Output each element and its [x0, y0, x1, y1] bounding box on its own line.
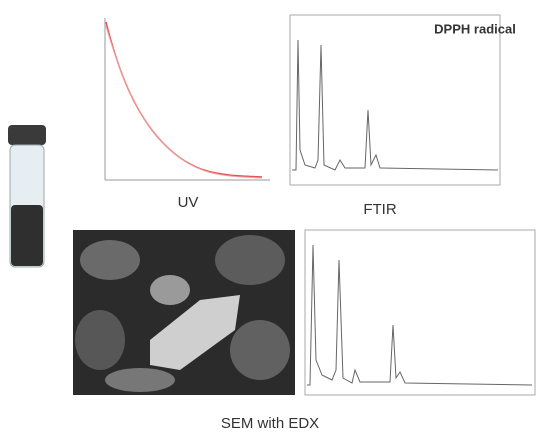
sem-particle [75, 310, 125, 370]
vial-cap [8, 125, 46, 145]
sem-crystal [150, 295, 240, 370]
sem-particle [80, 240, 140, 280]
ftir-label: FTIR [363, 201, 396, 218]
edx-trace [307, 244, 533, 386]
uv-plot [104, 18, 270, 181]
sem-particle [105, 368, 175, 392]
ftir-frame [289, 14, 501, 186]
uv-curve [105, 21, 263, 178]
vial-liquid [11, 205, 43, 266]
sem-image [73, 230, 295, 395]
ftir-plot [289, 14, 501, 186]
sem-label: SEM with EDX [221, 415, 319, 432]
ftir-trace [292, 39, 499, 171]
dpph-label: DPPH radical [434, 21, 516, 36]
uv-label: UV [178, 194, 199, 211]
edx-frame [304, 229, 536, 396]
uv-curve-2 [105, 25, 263, 179]
sem-particle [230, 320, 290, 380]
vial [8, 125, 46, 268]
edx-plot [304, 229, 536, 396]
sem-particle [215, 235, 285, 285]
sem-particle [150, 275, 190, 305]
